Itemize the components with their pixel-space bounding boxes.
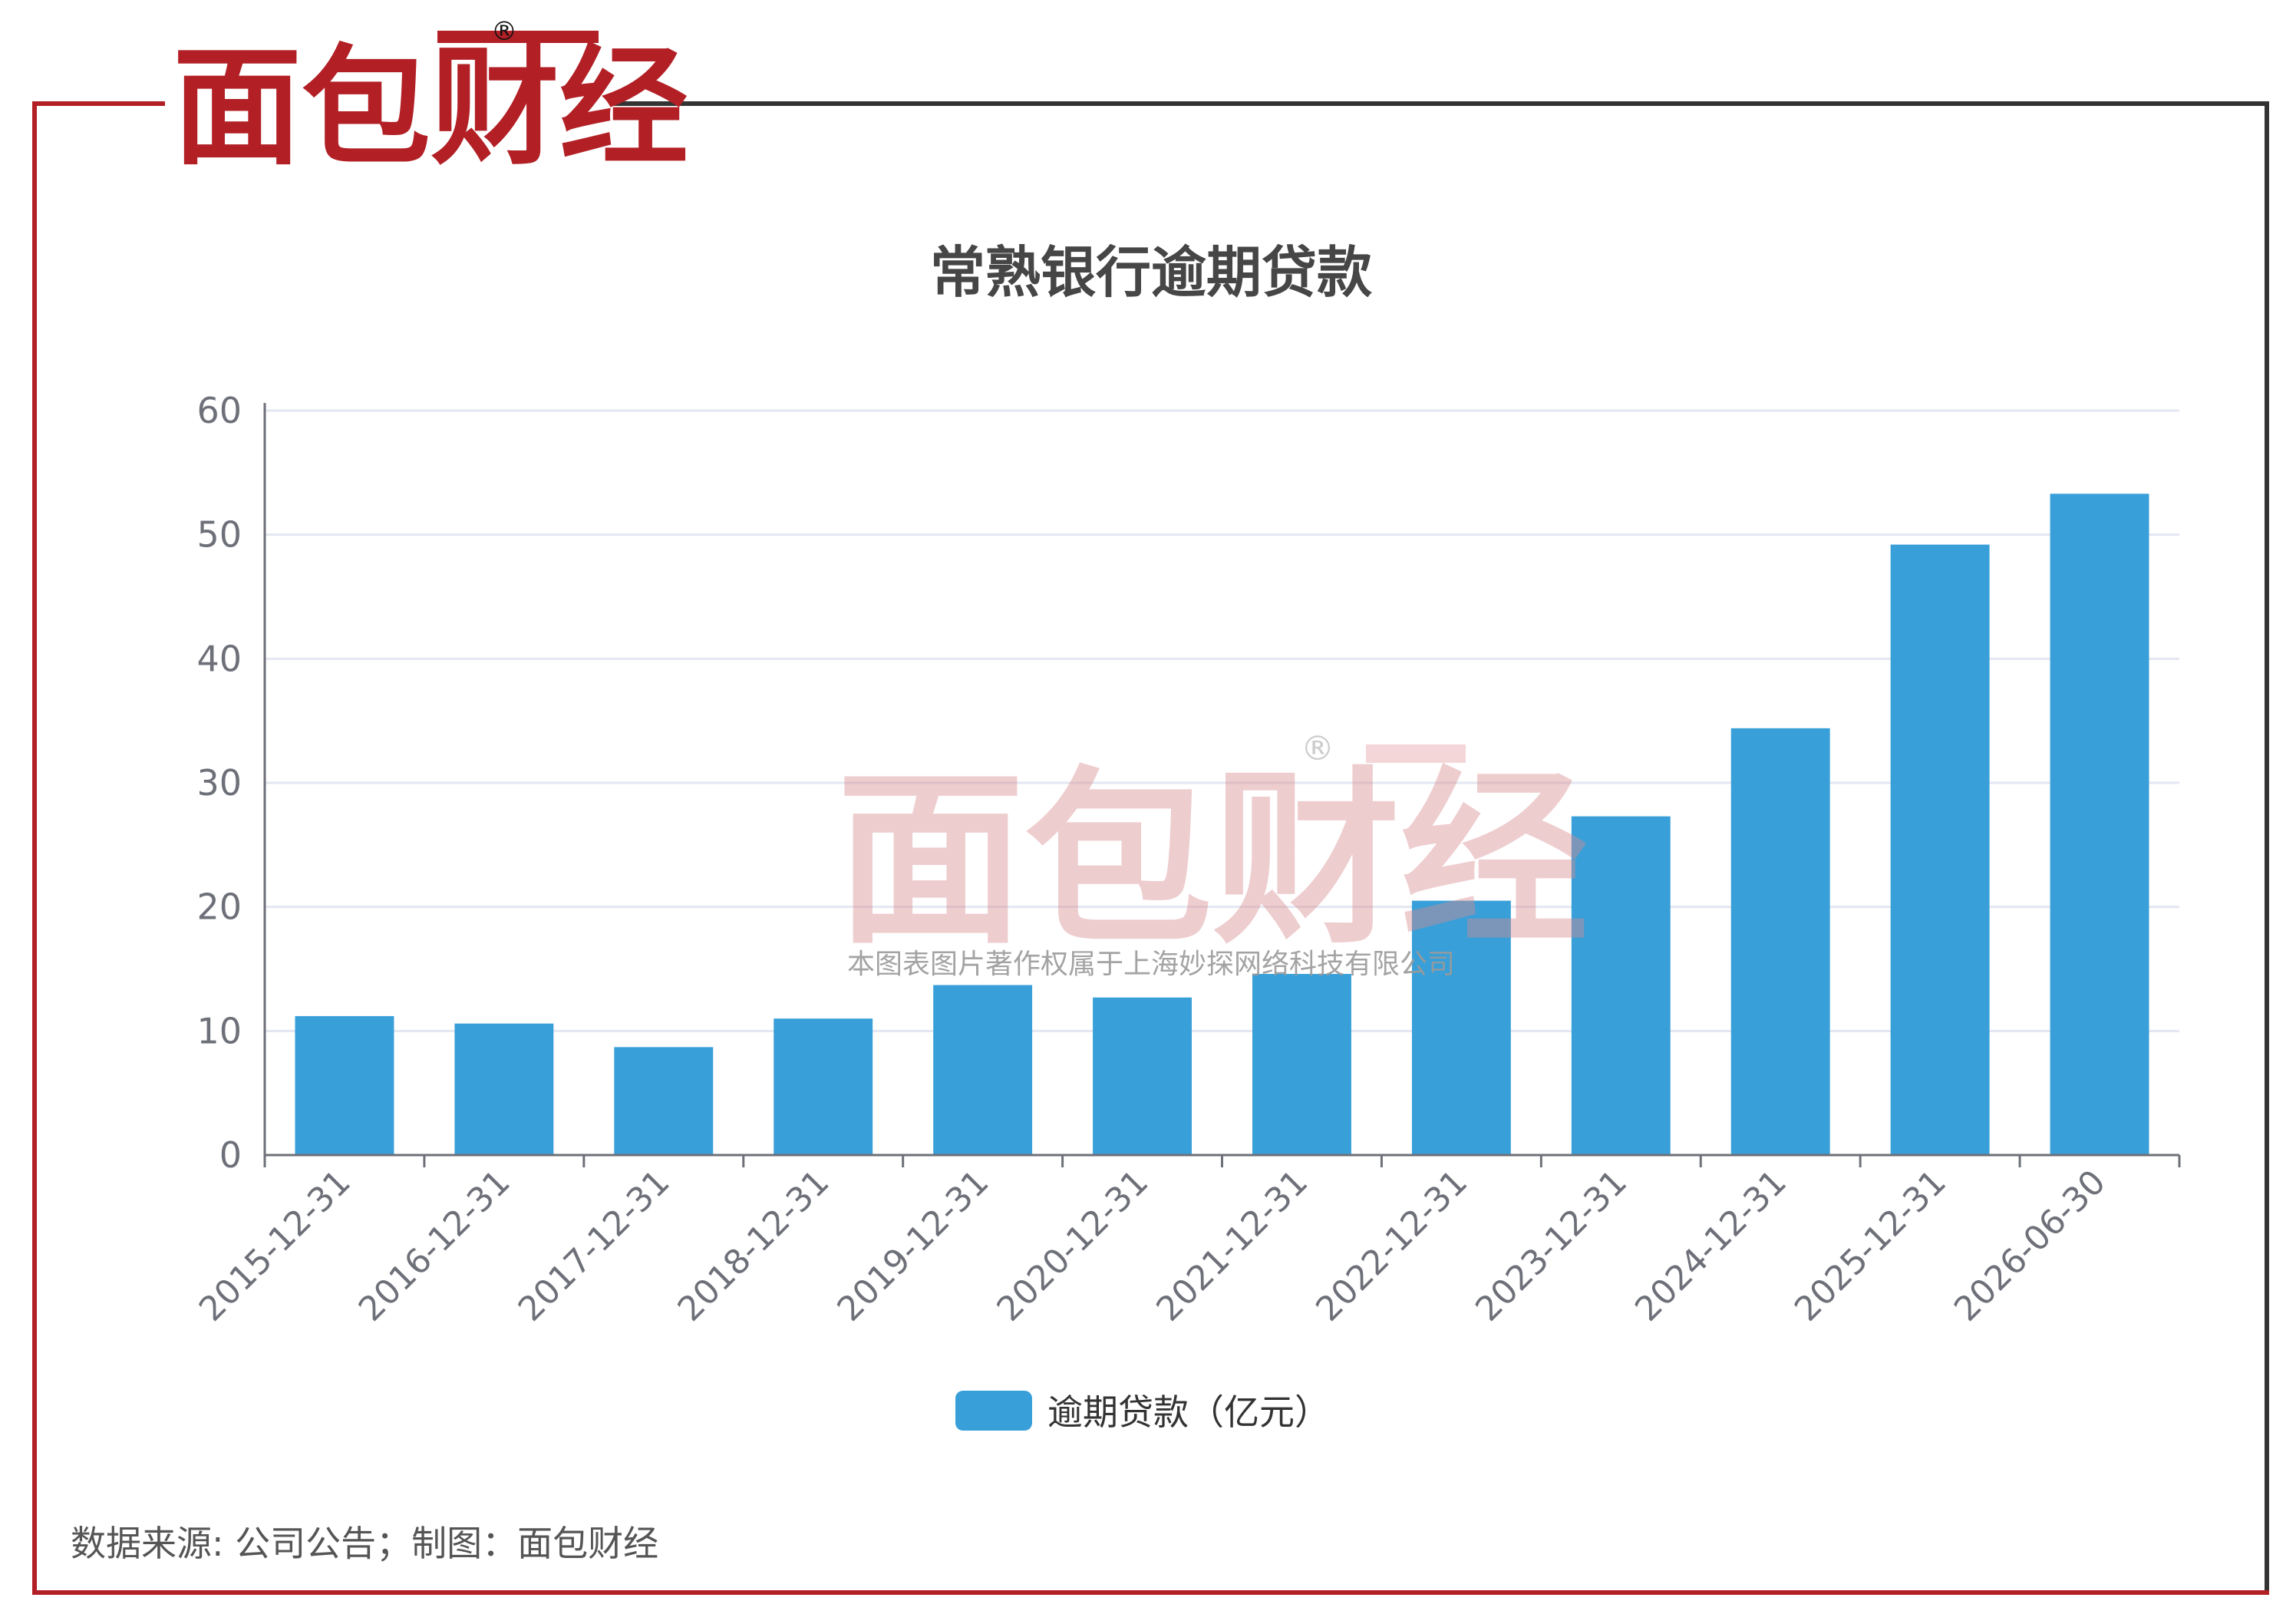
- bar[interactable]: [1730, 728, 1830, 1155]
- logo-text: 面包财经: [173, 32, 688, 183]
- x-tick-label: 2025-12-31: [1787, 1163, 1954, 1329]
- x-tick-label: 2015-12-31: [192, 1163, 358, 1329]
- y-tick-label: 50: [196, 514, 242, 556]
- watermark-registered-mark: ®: [1301, 729, 1334, 768]
- x-tick-label: 2026-06-30: [1947, 1163, 2113, 1329]
- bar[interactable]: [1890, 544, 1990, 1155]
- y-tick-label: 0: [219, 1134, 242, 1176]
- legend-label: 逾期贷款（亿元）: [1047, 1391, 1330, 1433]
- bar[interactable]: [1411, 900, 1511, 1155]
- chart-title: 常熟银行逾期贷款: [930, 240, 1372, 305]
- y-tick-label: 10: [196, 1010, 242, 1051]
- logo-text-red: 面包财经: [173, 32, 688, 183]
- gridlines: [265, 409, 2179, 1032]
- brand-logo: 面包财经 ®: [173, 16, 688, 183]
- bar[interactable]: [1093, 997, 1192, 1155]
- bar[interactable]: [774, 1018, 873, 1155]
- bars: [295, 493, 2149, 1155]
- bar[interactable]: [1252, 973, 1351, 1155]
- logo-registered-mark: ®: [491, 16, 517, 47]
- watermark-accent-bar: [1366, 744, 1466, 763]
- x-tick-label: 2017-12-31: [511, 1163, 678, 1329]
- bar[interactable]: [1571, 816, 1671, 1155]
- x-tick-label: 2024-12-31: [1628, 1163, 1794, 1329]
- outer-frame: [32, 101, 2269, 1595]
- y-tick-label: 30: [196, 762, 242, 804]
- x-tick-label: 2020-12-31: [989, 1163, 1156, 1329]
- x-tick-label: 2021-12-31: [1149, 1163, 1315, 1329]
- bar[interactable]: [614, 1047, 714, 1155]
- bar[interactable]: [295, 1015, 394, 1155]
- legend-swatch: [955, 1391, 1032, 1431]
- x-tick-label: 2018-12-31: [671, 1163, 837, 1329]
- logo-accent-bar: [437, 31, 599, 43]
- x-axis-ticks: 2015-12-312016-12-312017-12-312018-12-31…: [192, 1163, 2113, 1329]
- watermark: 面包财经 ®: [836, 729, 1588, 969]
- watermark-logo-text: 面包财经: [836, 751, 1588, 969]
- x-axis: [263, 403, 2181, 1167]
- x-tick-label: 2016-12-31: [351, 1163, 518, 1329]
- source-note: 数据来源: 公司公告；制图：面包财经: [71, 1523, 659, 1564]
- legend[interactable]: 逾期贷款（亿元）: [955, 1391, 1330, 1433]
- y-tick-label: 20: [196, 886, 242, 928]
- y-tick-label: 40: [196, 638, 242, 679]
- x-tick-label: 2019-12-31: [830, 1163, 997, 1329]
- y-axis-ticks: 0 10 20 30 40 50 60: [196, 390, 242, 1176]
- bar[interactable]: [933, 985, 1033, 1155]
- bar[interactable]: [454, 1023, 554, 1155]
- watermark-caption: 本图表图片著作权属于上海妙探网络科技有限公司: [847, 949, 1455, 980]
- x-tick-label: 2022-12-31: [1308, 1163, 1475, 1329]
- x-tick-label: 2023-12-31: [1468, 1163, 1635, 1329]
- bar[interactable]: [2050, 493, 2149, 1155]
- y-tick-label: 60: [196, 390, 242, 431]
